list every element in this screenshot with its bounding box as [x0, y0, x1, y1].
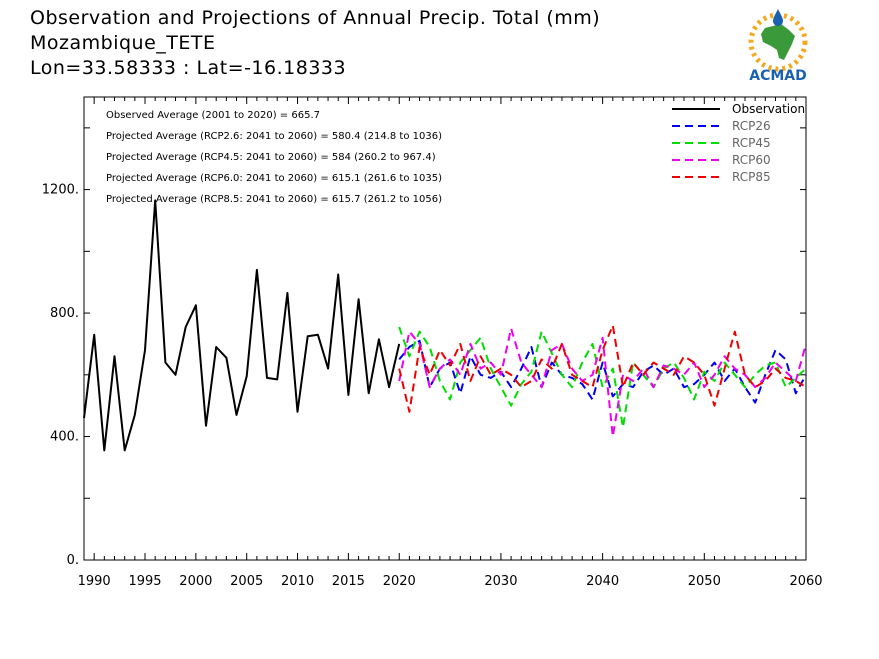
series-rcp26 — [398, 339, 807, 404]
water-drop-icon — [773, 9, 783, 26]
x-tick-label: 2020 — [383, 574, 416, 589]
stat-line: Projected Average (RCP8.5: 2041 to 2060)… — [106, 194, 442, 205]
series-observation — [83, 199, 401, 452]
plot-frame — [83, 96, 807, 561]
legend-label: RCP85 — [732, 170, 771, 184]
x-axis: 1990 1995 2000 2005 2010 2015 2020 2030 2040 2050… — [78, 97, 823, 589]
x-tick-label: 2015 — [332, 574, 365, 589]
x-tick-label: 2030 — [484, 574, 517, 589]
acmad-logo: ACMAD — [748, 9, 808, 84]
stat-line: Projected Average (RCP6.0: 2041 to 2060)… — [106, 173, 442, 184]
x-tick-label: 2050 — [688, 574, 721, 589]
stats-annotations: Observed Average (2001 to 2020) = 665.7 P… — [106, 110, 442, 205]
y-tick-label: 400. — [50, 430, 79, 445]
series-rcp85 — [398, 324, 807, 413]
series-rcp60 — [398, 327, 807, 438]
stat-line: Projected Average (RCP4.5: 2041 to 2060)… — [106, 152, 436, 163]
stat-line: Observed Average (2001 to 2020) = 665.7 — [106, 110, 320, 121]
legend-label: RCP45 — [732, 136, 771, 150]
x-tick-label: 1990 — [78, 574, 111, 589]
legend: Observation RCP26 RCP45 RCP60 RCP85 — [672, 102, 805, 184]
location-name: Mozambique_TETE — [30, 32, 216, 54]
legend-label: RCP26 — [732, 119, 771, 133]
x-tick-label: 2000 — [179, 574, 212, 589]
y-axis: 0. 400. 800. 1200. — [42, 127, 806, 568]
y-tick-label: 800. — [50, 306, 79, 321]
x-tick-label: 1995 — [128, 574, 161, 589]
x-tick-label: 2060 — [789, 574, 822, 589]
x-tick-label: 2040 — [586, 574, 619, 589]
legend-label: Observation — [732, 102, 805, 116]
x-tick-label: 2005 — [230, 574, 263, 589]
stat-line: Projected Average (RCP2.6: 2041 to 2060)… — [106, 131, 442, 142]
y-tick-label: 1200. — [42, 183, 79, 198]
y-tick-label: 0. — [67, 553, 79, 568]
legend-label: RCP60 — [732, 153, 771, 167]
coordinates: Lon=33.58333 : Lat=-16.18333 — [30, 57, 347, 79]
series-group — [83, 199, 807, 452]
chart-title: Observation and Projections of Annual Pr… — [30, 7, 601, 29]
x-tick-label: 2010 — [281, 574, 314, 589]
logo-text: ACMAD — [749, 68, 807, 84]
africa-map-icon — [761, 24, 795, 60]
